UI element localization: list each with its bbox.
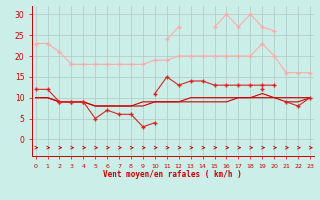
- X-axis label: Vent moyen/en rafales ( km/h ): Vent moyen/en rafales ( km/h ): [103, 170, 242, 179]
